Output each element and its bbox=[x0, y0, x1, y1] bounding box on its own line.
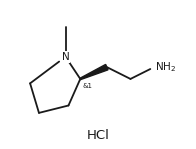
Text: N: N bbox=[62, 52, 69, 62]
Polygon shape bbox=[80, 64, 108, 80]
Text: HCl: HCl bbox=[87, 129, 109, 142]
Text: &1: &1 bbox=[83, 83, 93, 89]
Text: NH$_2$: NH$_2$ bbox=[155, 60, 176, 74]
